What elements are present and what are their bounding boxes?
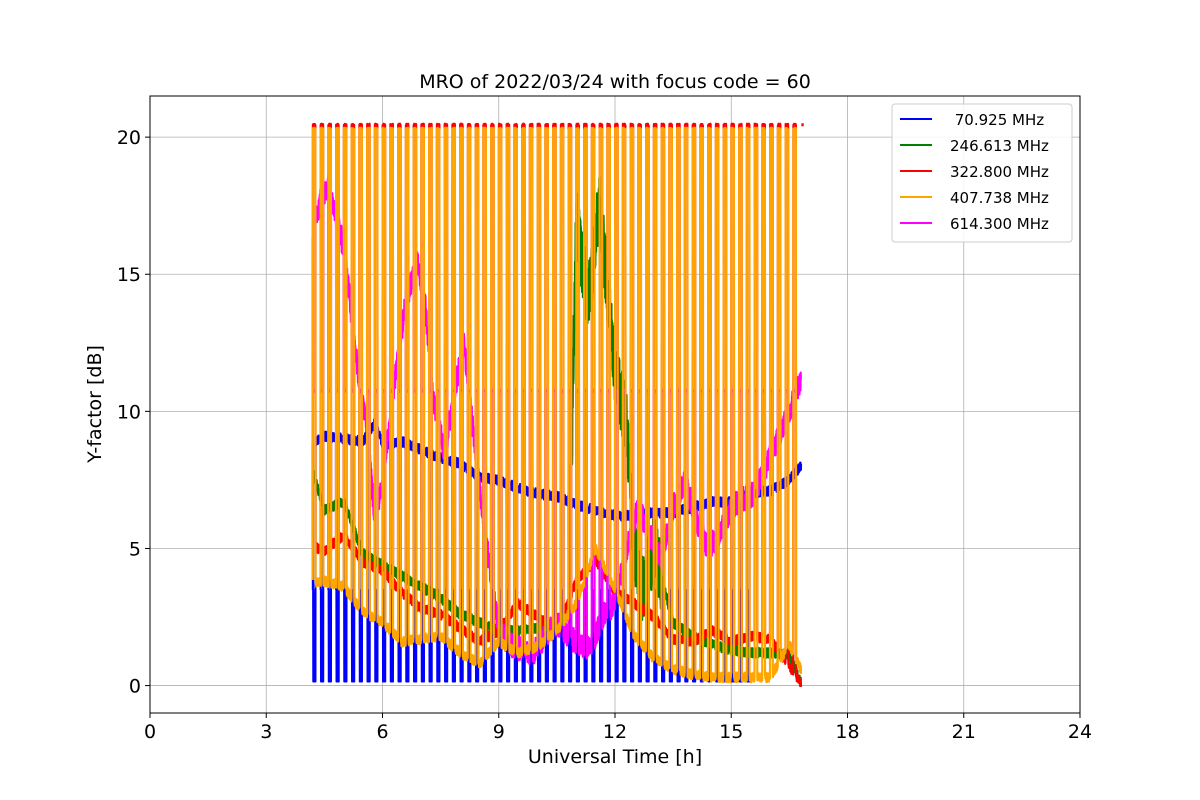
y-tick-label: 20	[117, 127, 141, 149]
y-tick-label: 10	[117, 401, 141, 423]
legend-entry: 407.738 MHz	[950, 189, 1049, 207]
x-tick-label: 0	[144, 721, 156, 743]
x-axis-label: Universal Time [h]	[528, 746, 702, 768]
y-tick-label: 15	[117, 264, 141, 286]
y-tick-label: 0	[129, 676, 141, 698]
ticks: 0 3 6 9 12 15 18 21 24 0 5 10 15 20	[117, 127, 1092, 743]
y-axis-label: Y-factor [dB]	[84, 345, 106, 464]
y-tick-label: 5	[129, 538, 141, 560]
chart-title: MRO of 2022/03/24 with focus code = 60	[419, 71, 811, 93]
x-tick-label: 6	[376, 721, 388, 743]
x-tick-label: 18	[835, 721, 859, 743]
legend-entry: 246.613 MHz	[950, 137, 1049, 155]
x-tick-label: 15	[719, 721, 743, 743]
legend: 70.925 MHz 246.613 MHz 322.800 MHz 407.738 …	[891, 103, 1073, 243]
x-tick-label: 21	[952, 721, 976, 743]
series-line	[311, 126, 803, 684]
legend-entry: 322.800 MHz	[950, 163, 1049, 181]
x-tick-label: 24	[1068, 721, 1092, 743]
x-tick-label: 12	[603, 721, 627, 743]
legend-entry: 614.300 MHz	[950, 215, 1049, 233]
x-tick-label: 3	[260, 721, 272, 743]
x-tick-label: 9	[493, 721, 505, 743]
legend-entry: 70.925 MHz	[950, 111, 1044, 129]
series-line	[311, 417, 803, 683]
plot-area	[311, 122, 804, 687]
legend-box	[891, 103, 1073, 243]
